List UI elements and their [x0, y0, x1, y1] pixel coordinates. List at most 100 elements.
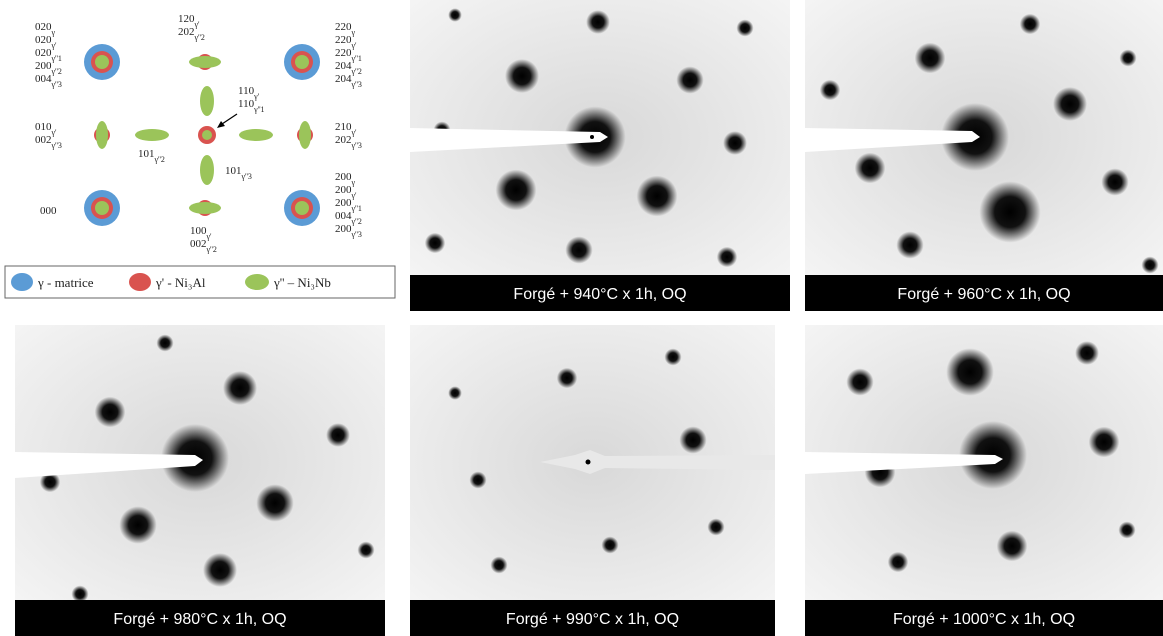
diffraction-spot: [1075, 341, 1099, 365]
reflection-label: 101γ''3: [225, 165, 252, 181]
diffraction-spot: [496, 170, 537, 211]
reflection-label: 002γ''2: [190, 238, 217, 254]
diffraction-spot: [326, 423, 350, 447]
diffraction-spot: [448, 386, 462, 400]
diffraction-spot: [679, 426, 706, 453]
diffraction-panel: Forgé + 980°C x 1h, OQ: [15, 325, 385, 636]
diffraction-spot: [223, 371, 257, 405]
miller-index: 020: [35, 47, 52, 59]
diffraction-spot: [665, 349, 682, 366]
miller-index: 200: [335, 184, 352, 196]
diffraction-spot: [157, 335, 174, 352]
diffraction-spot: [676, 66, 703, 93]
diffraction-spot: [557, 368, 577, 388]
miller-index: 100: [190, 225, 207, 237]
miller-index: 220: [335, 47, 352, 59]
diffraction-spot: [846, 368, 873, 395]
diffraction-panels: Forgé + 940°C x 1h, OQ Forgé + 960°C x 1h…: [15, 0, 1163, 636]
phase-subscript: γ''3: [51, 80, 62, 89]
phase-subscript: γ''2: [194, 33, 205, 42]
phase-subscript: γ''2: [206, 245, 217, 254]
miller-index: 202: [335, 134, 352, 146]
diffraction-spot: [1101, 168, 1128, 195]
reflection-label: 000: [40, 205, 57, 217]
miller-index: 200: [335, 171, 352, 183]
miller-index: 202: [178, 26, 195, 38]
panel-caption: Forgé + 940°C x 1h, OQ: [513, 286, 686, 303]
diffraction-spot: [1089, 427, 1120, 458]
phase-subscript: γ''3: [51, 141, 62, 150]
miller-index: 200: [335, 223, 352, 235]
phase-subscript: γ''1: [51, 54, 62, 63]
diffraction-spot: [855, 153, 886, 184]
panel-caption: Forgé + 980°C x 1h, OQ: [113, 611, 286, 628]
miller-index: 002: [190, 238, 207, 250]
phase-subscript: γ''3: [351, 230, 362, 239]
diffraction-spot: [997, 531, 1028, 562]
diffraction-spot: [979, 181, 1040, 242]
diffraction-spot: [505, 59, 539, 93]
phase-subscript: γ''3: [241, 172, 252, 181]
diffraction-spot: [358, 542, 375, 559]
beam-center: [586, 460, 591, 465]
diffraction-spot: [565, 236, 592, 263]
phase-subscript: γ''1: [351, 204, 362, 213]
diffraction-spot: [203, 553, 237, 587]
diffraction-spot: [888, 552, 908, 572]
phase-subscript: γ''1: [253, 105, 264, 114]
diffraction-spot: [737, 20, 754, 37]
diffraction-spot: [586, 10, 610, 34]
diffraction-spot: [1053, 87, 1087, 121]
miller-index: 200: [35, 60, 52, 72]
miller-index: 220: [335, 34, 352, 46]
legend-label: γ' - Ni₃Al: [155, 275, 206, 290]
diffraction-spot: [1120, 50, 1137, 67]
diffraction-spot: [723, 131, 747, 155]
diffraction-spot: [491, 557, 508, 574]
diffraction-spot: [896, 231, 923, 258]
panel-caption: Forgé + 990°C x 1h, OQ: [506, 611, 679, 628]
diffraction-spot: [256, 484, 293, 521]
diffraction-spot: [95, 397, 126, 428]
miller-index: 010: [35, 121, 52, 133]
miller-index: 204: [335, 60, 352, 72]
reflection-label: 202γ''2: [178, 26, 205, 42]
panel-caption: Forgé + 1000°C x 1h, OQ: [893, 611, 1075, 628]
miller-index: 210: [335, 121, 352, 133]
miller-index: 200: [335, 197, 352, 209]
phase-subscript: γ''2: [51, 67, 62, 76]
reflections: [84, 44, 320, 226]
panel-caption: Forgé + 960°C x 1h, OQ: [897, 286, 1070, 303]
miller-index: 101: [225, 165, 242, 177]
phase-subscript: γ''2: [154, 155, 165, 164]
diffraction-spot: [72, 586, 89, 603]
diffraction-spot: [717, 247, 737, 267]
schematic: γ - matrice γ' - Ni₃Al γ'' – Ni₃Nb 020γ0…: [5, 13, 395, 298]
miller-index: 004: [35, 73, 52, 85]
diffraction-spot: [425, 233, 445, 253]
legend-label: γ - matrice: [37, 275, 94, 290]
figure: γ - matrice γ' - Ni₃Al γ'' – Ni₃Nb 020γ0…: [0, 0, 1163, 636]
diffraction-spot: [915, 43, 946, 74]
diffraction-spot: [1020, 14, 1040, 34]
diffraction-spot: [708, 519, 725, 536]
phase-subscript: γ''2: [351, 217, 362, 226]
miller-index: 004: [335, 210, 352, 222]
reflection-label: 110γ''1: [238, 98, 265, 114]
miller-index: 110: [238, 98, 255, 110]
reflection-label: 002γ''3: [35, 134, 62, 150]
reflection-label: 202γ''3: [335, 134, 362, 150]
diffraction-spot: [470, 472, 487, 489]
miller-index: 020: [35, 34, 52, 46]
phase-subscript: γ''2: [351, 67, 362, 76]
diffraction-panel: Forgé + 940°C x 1h, OQ: [410, 0, 790, 311]
diffraction-spot: [637, 176, 678, 217]
miller-index: 020: [35, 21, 52, 33]
phase-subscript: γ''1: [351, 54, 362, 63]
diffraction-spot: [820, 80, 840, 100]
miller-index: 002: [35, 134, 52, 146]
legend-label: γ'' – Ni₃Nb: [273, 275, 331, 290]
phase-subscript: γ''3: [351, 80, 362, 89]
miller-index: 000: [40, 205, 57, 217]
diffraction-panel: Forgé + 960°C x 1h, OQ: [805, 0, 1163, 311]
